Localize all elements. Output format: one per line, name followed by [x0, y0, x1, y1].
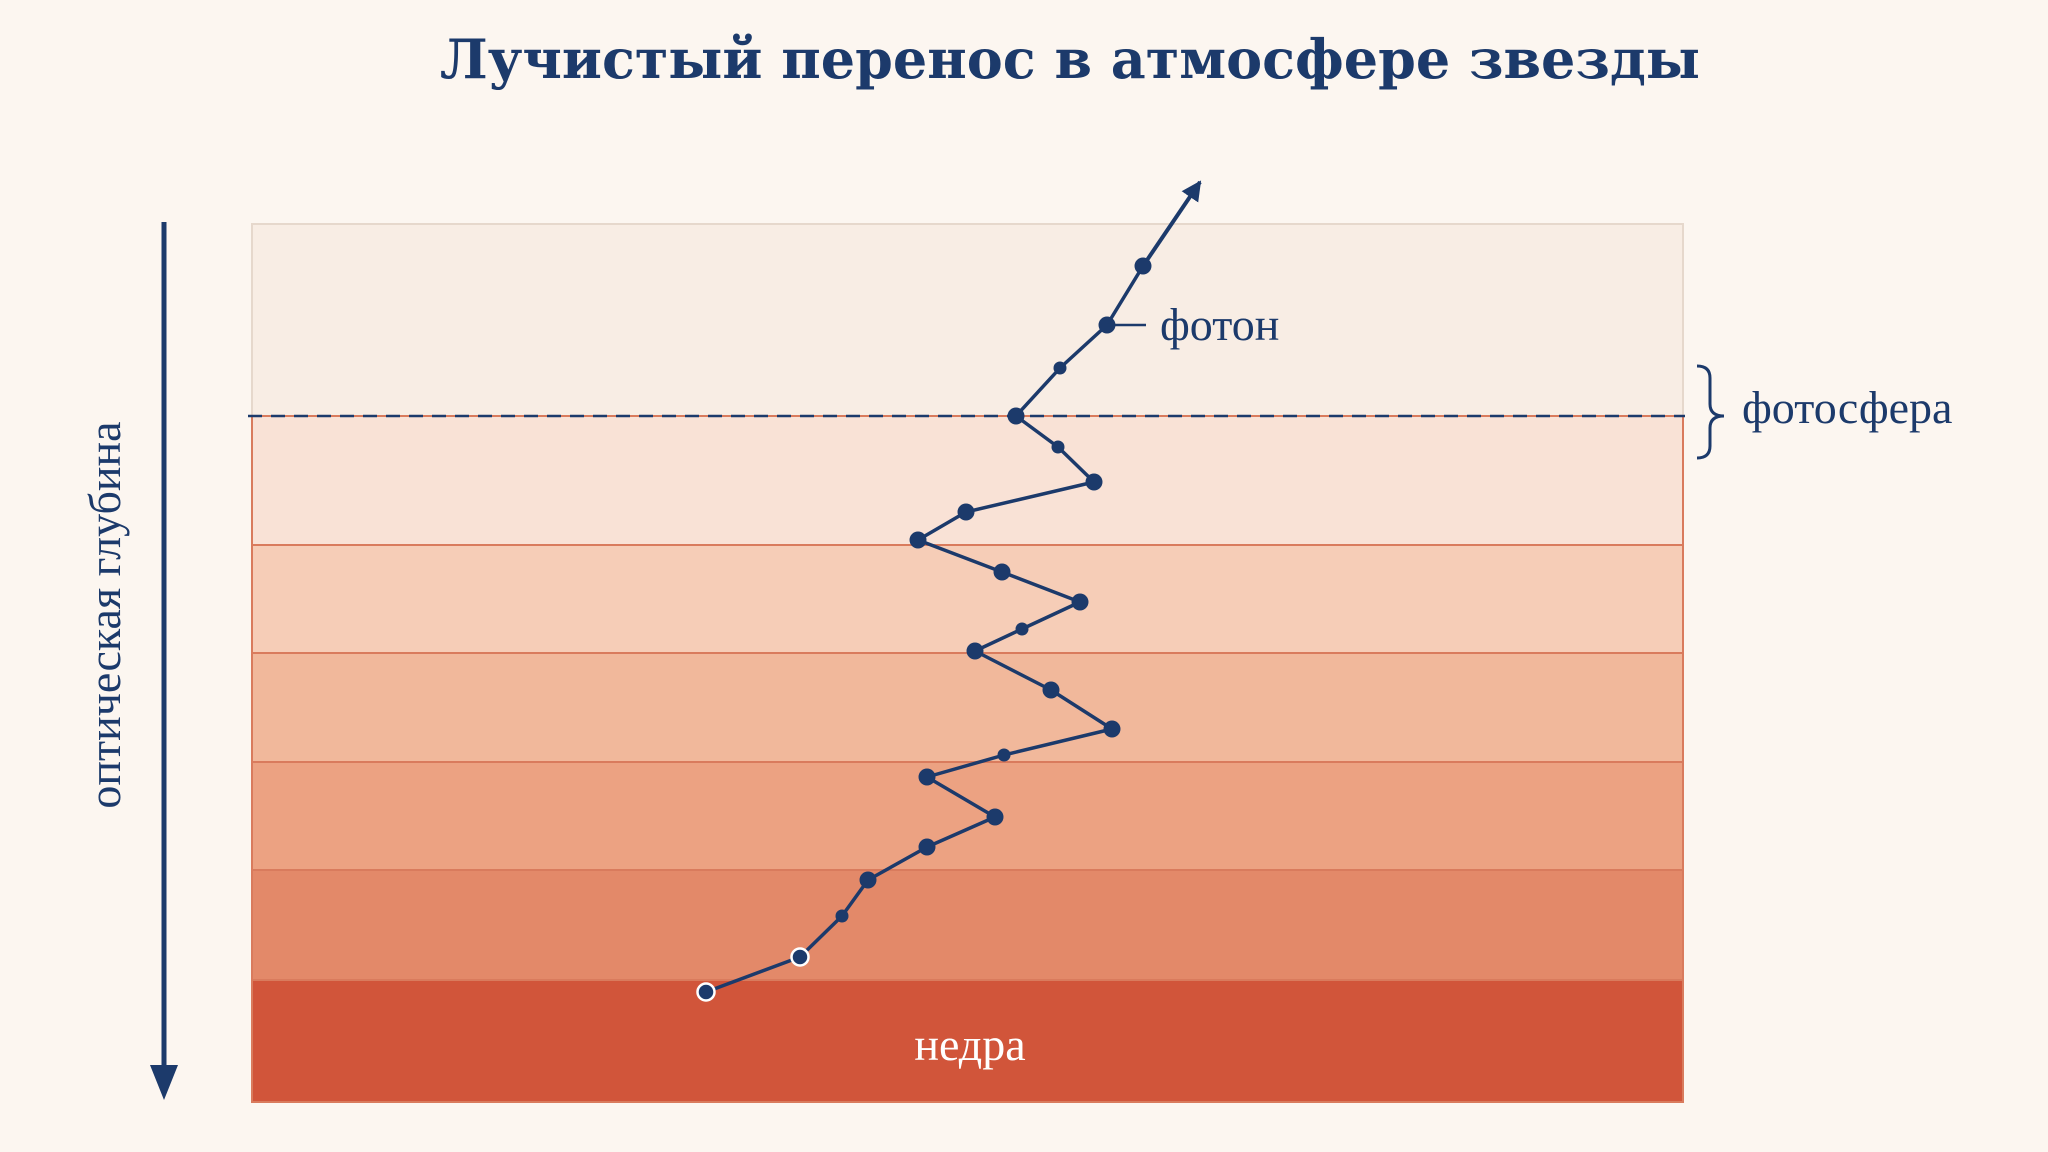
scatter-point [993, 563, 1011, 581]
photosphere-brace [1696, 364, 1725, 460]
scatter-point [1134, 257, 1152, 275]
scatter-point [1007, 407, 1025, 425]
scatter-point [909, 531, 927, 549]
scatter-point [1051, 440, 1065, 454]
scatter-point [1071, 593, 1089, 611]
scatter-point [997, 748, 1011, 762]
scatter-point [1015, 622, 1029, 636]
scatter-point [918, 768, 936, 786]
atmosphere-layers [251, 223, 1684, 1103]
scatter-point [957, 503, 975, 521]
scatter-point [859, 871, 877, 889]
layer-layer-3 [251, 652, 1684, 763]
photon-escape-arrow [1141, 180, 1202, 268]
layer-layer-5 [251, 869, 1684, 981]
scatter-point [835, 909, 849, 923]
scatter-point [1053, 361, 1067, 375]
scatter-point [918, 838, 936, 856]
layer-layer-2 [251, 544, 1684, 654]
scatter-point [790, 947, 810, 967]
diagram-title: Лучистый перенос в атмосфере звезды [440, 27, 1700, 91]
photosphere-label: фотосфера [1742, 382, 1952, 433]
scatter-points [696, 257, 1152, 1002]
scatter-point [1085, 473, 1103, 491]
scatter-point [1103, 720, 1121, 738]
scatter-point [696, 982, 716, 1002]
photon-label: фотон [1160, 299, 1279, 350]
scatter-point [966, 642, 984, 660]
layer-layer-1 [251, 415, 1684, 546]
layer-surface [251, 223, 1684, 417]
layer-layer-4 [251, 761, 1684, 871]
layer-core [251, 979, 1684, 1103]
core-label: недра [914, 1019, 1025, 1070]
scatter-point [986, 808, 1004, 826]
scatter-point [1042, 681, 1060, 699]
photon-walk-line [705, 265, 1145, 994]
photon-path [696, 180, 1202, 1002]
depth-axis-label: оптическая глубина [79, 421, 130, 808]
depth-axis-arrowhead [150, 1065, 178, 1100]
depth-axis: оптическая глубина [79, 222, 178, 1100]
